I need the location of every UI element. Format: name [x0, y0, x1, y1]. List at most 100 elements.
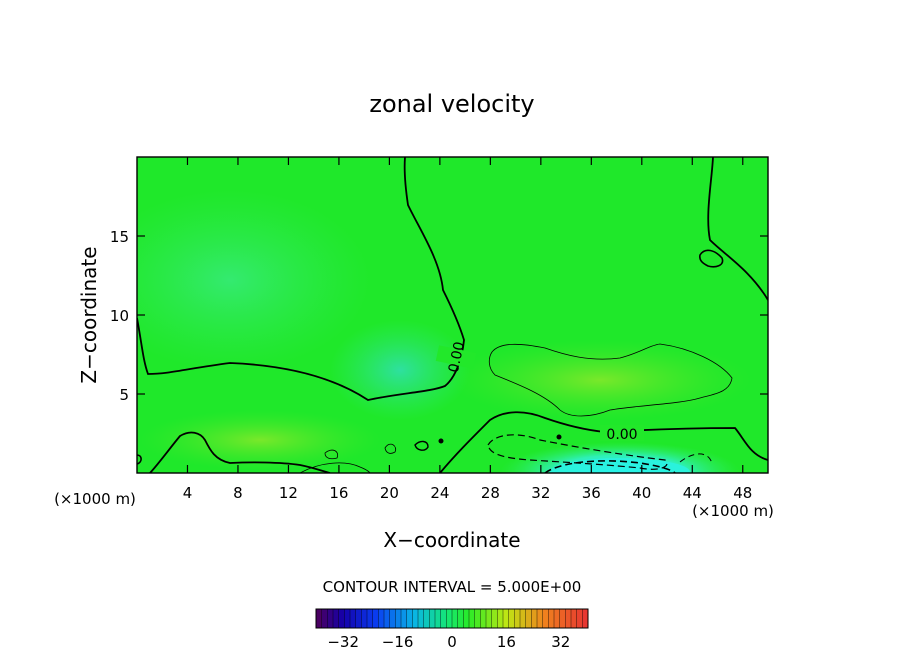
negative-contour-dashed-c	[679, 453, 713, 465]
colorbar-ticks: −32 −16 0 16 32	[327, 633, 570, 651]
colorbar-cell	[576, 609, 583, 628]
contour-lines	[137, 157, 768, 473]
colorbar-cell	[423, 609, 430, 628]
colorbar-cell	[316, 609, 322, 628]
zero-contour-small-loop	[699, 249, 724, 268]
x-tick-label-4: 20	[380, 484, 399, 502]
x-tick-label-9: 40	[632, 484, 651, 502]
contour-dot-b	[556, 434, 562, 440]
zero-contour-tiny-a	[137, 454, 142, 465]
colorbar-cell	[565, 609, 572, 628]
x-tick-label-1: 8	[233, 484, 243, 502]
colorbar-cell	[406, 609, 413, 628]
x-axis: 4 8 12 16 20 24 28 32 36 40 44 48	[183, 157, 752, 502]
x-tick-label-10: 44	[683, 484, 702, 502]
positive-contour-low-b	[324, 449, 339, 460]
colorbar-cell	[440, 609, 447, 628]
colorbar-cell	[418, 609, 424, 628]
zero-contour-upper-right	[707, 157, 768, 301]
x-axis-label: X−coordinate	[383, 528, 520, 552]
x-tick-label-11: 48	[733, 484, 752, 502]
colorbar-cell	[378, 609, 385, 628]
colorbar-cell	[384, 609, 390, 628]
colorbar-cell	[372, 609, 379, 628]
colorbar-cell	[486, 609, 492, 628]
chart-title: zonal velocity	[369, 90, 534, 118]
positive-anomaly-low-left	[140, 410, 380, 470]
colorbar-cell	[457, 609, 464, 628]
colorbar-cell	[389, 609, 396, 628]
positive-contour	[488, 343, 733, 417]
colorbar-cell	[582, 609, 589, 628]
colorbar-cell	[571, 609, 577, 628]
zero-contour-lower-left	[149, 431, 331, 473]
colorbar-cell	[446, 609, 453, 628]
colorbar-cell	[497, 609, 504, 628]
colorbar-cell	[554, 609, 560, 628]
colorbar-cell	[480, 609, 487, 628]
colorbar-cell	[525, 609, 532, 628]
colorbar-cell	[548, 609, 555, 628]
colorbar-cell	[338, 609, 345, 628]
y-axis-label: Z−coordinate	[77, 246, 101, 383]
colorbar-cell	[401, 609, 407, 628]
x-tick-label-3: 16	[329, 484, 348, 502]
positive-anomaly	[450, 340, 750, 420]
colorbar-cell	[469, 609, 475, 628]
colorbar-cell	[491, 609, 498, 628]
x-tick-label-6: 28	[481, 484, 500, 502]
colorbar-cell	[463, 609, 470, 628]
x-tick-label-8: 36	[582, 484, 601, 502]
colorbar-cell	[355, 609, 362, 628]
zero-contour-tiny-b	[414, 440, 429, 451]
positive-contour-low-c	[384, 443, 397, 454]
x-unit-left: (×1000 m)	[54, 490, 136, 508]
teal-region-upper-left	[137, 190, 370, 370]
colorbar-cell	[559, 609, 566, 628]
x-tick-label-0: 4	[183, 484, 193, 502]
y-axis: 5 10 15	[110, 228, 768, 404]
colorbar-cell	[412, 609, 419, 628]
colorbar-cell	[452, 609, 458, 628]
zero-contour-lower	[439, 411, 768, 473]
colorbar-tick-label-3: 16	[497, 633, 516, 651]
contour-interval-text: CONTOUR INTERVAL = 5.000E+00	[323, 578, 582, 596]
negative-contour-dashed-a	[487, 434, 668, 470]
teal-region-mid	[330, 320, 470, 420]
colorbar-tick-label-1: −16	[382, 633, 414, 651]
colorbar-cell	[514, 609, 521, 628]
contour-label-bg-upper	[435, 345, 477, 369]
contour-label-lower: 0.00	[606, 427, 637, 443]
colorbar-cell	[395, 609, 402, 628]
colorbar-cell	[503, 609, 509, 628]
heatmap-field	[137, 157, 768, 473]
y-tick-label-0: 5	[119, 386, 129, 404]
colorbar-cell	[537, 609, 543, 628]
zero-contour-upper	[137, 157, 465, 401]
colorbar-cell	[508, 609, 515, 628]
colorbar	[315, 608, 589, 629]
negative-contour-dashed-b	[544, 460, 676, 473]
colorbar-frame	[315, 608, 589, 629]
colorbar-cell	[429, 609, 436, 628]
y-tick-label-2: 15	[110, 228, 129, 246]
x-tick-label-5: 24	[430, 484, 449, 502]
x-tick-label-2: 12	[279, 484, 298, 502]
colorbar-cell	[435, 609, 441, 628]
positive-contour-low	[299, 462, 371, 473]
negative-jet-core-inner	[550, 458, 690, 473]
colorbar-cell	[327, 609, 334, 628]
colorbar-tick-label-0: −32	[327, 633, 359, 651]
contour-label-bg-lower	[600, 425, 644, 441]
colorbar-cell	[531, 609, 538, 628]
contour-label-upper: 0.00	[446, 340, 468, 374]
x-tick-label-7: 32	[531, 484, 550, 502]
colorbar-cell	[361, 609, 368, 628]
colorbar-cell	[520, 609, 526, 628]
colorbar-cell	[367, 609, 373, 628]
colorbar-cell	[474, 609, 481, 628]
colorbar-cell	[344, 609, 351, 628]
contour-dot-a	[438, 438, 444, 444]
colorbar-tick-label-2: 0	[447, 633, 457, 651]
